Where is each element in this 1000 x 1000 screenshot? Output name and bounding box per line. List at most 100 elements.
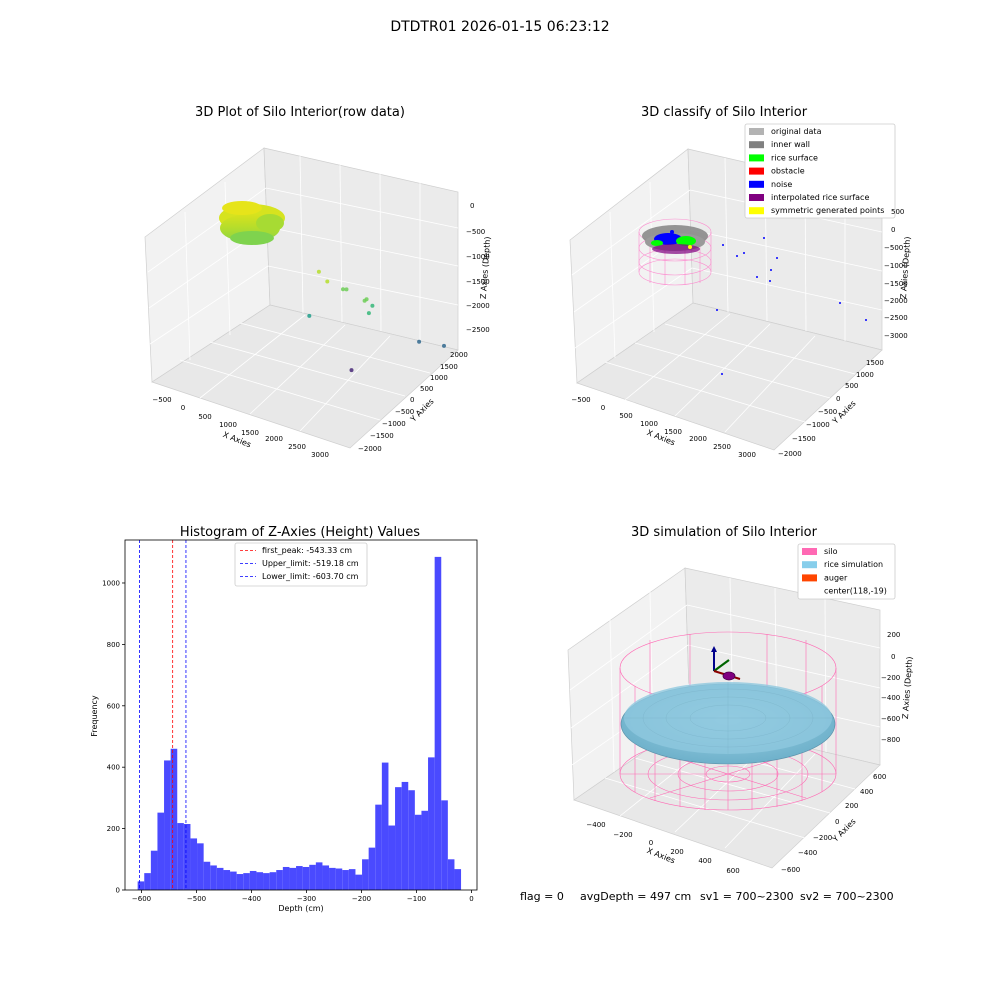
legend-swatch (802, 561, 817, 569)
status-line: flag = 0 avgDepth = 497 cm sv1 = 700~230… (520, 890, 894, 903)
y-axis-label: Frequency (90, 695, 99, 737)
legend-label: center(118,-19) (824, 587, 887, 596)
histogram-bar (421, 810, 429, 890)
y-tick-label: 600 (107, 702, 120, 710)
legend-swatch (802, 548, 817, 555)
rice-simulation-surface (620, 682, 836, 765)
z-tick-labels: 500 0 −500 −1000 −1500 −2000 −2500 −3000 (884, 208, 908, 340)
sv2-text: sv2 = 700~2300 (800, 890, 894, 903)
histogram-bar (157, 812, 165, 890)
histogram-bar (414, 814, 422, 890)
scatter-point (370, 303, 375, 308)
y-tick-label: −1000 (806, 421, 830, 429)
y-tick-label: 500 (845, 382, 858, 390)
x-tick-label: 2000 (265, 435, 283, 443)
y-tick-label: −400 (798, 849, 817, 857)
y-tick-label: 600 (873, 773, 886, 781)
x-tick-label: −400 (242, 895, 261, 903)
y-tick-label: −1000 (382, 420, 406, 428)
legend-label: inner wall (771, 140, 810, 149)
x-tick-label: 3000 (738, 451, 756, 459)
legend-label: original data (771, 127, 822, 136)
x-tick-label: 1000 (219, 421, 237, 429)
histogram-bar (183, 823, 191, 890)
z-tick-label: 500 (891, 208, 904, 216)
z-tick-label: −200 (881, 674, 900, 682)
y-tick-label: 1500 (866, 359, 884, 367)
scatter-point (316, 269, 321, 274)
panel-raw-data-3d: 3D Plot of Silo Interior(row data) (144, 105, 492, 459)
y-tick-label: −2000 (778, 450, 802, 458)
z-tick-label: −3000 (884, 332, 908, 340)
scatter-points (307, 269, 446, 373)
histogram-bar (381, 762, 389, 890)
scatter-point (341, 287, 345, 292)
scatter-point (364, 297, 369, 302)
chart-title: 3D classify of Silo Interior (641, 105, 808, 120)
histogram-bar (302, 866, 310, 890)
z-axis-label: Z Axies (Depth) (479, 236, 492, 299)
x-tick-label: 0 (181, 404, 185, 412)
z-tick-label: −1500 (884, 280, 908, 288)
histogram-bar (177, 823, 184, 890)
z-tick-label: −2000 (466, 302, 490, 310)
histogram-bars (137, 556, 462, 890)
x-tick-label: 2000 (689, 435, 707, 443)
legend-label: rice simulation (824, 560, 883, 569)
legend-swatch (749, 207, 764, 215)
x-tick-label: −100 (407, 895, 426, 903)
x-tick-label: 1000 (640, 420, 658, 428)
x-tick-labels: −500 0 500 1000 1500 2000 2500 3000 (571, 396, 756, 459)
histogram-bar (447, 859, 455, 890)
legend-swatch (749, 194, 764, 201)
histogram-bar (309, 864, 316, 890)
figure-title: DTDTR01 2026-01-15 06:23:12 (390, 19, 609, 35)
legend-label: silo (824, 547, 838, 556)
data-cloud (219, 201, 285, 245)
y-tick-label: −500 (395, 408, 414, 416)
chart-title: 3D Plot of Silo Interior(row data) (195, 105, 405, 120)
z-axis-label: Z Axies (Depth) (899, 236, 912, 299)
histogram-bar (230, 871, 237, 890)
histogram-bar (342, 870, 349, 890)
z-tick-label: −600 (881, 715, 900, 723)
z-tick-label: −500 (466, 228, 485, 236)
histogram-bar (348, 869, 356, 890)
z-axis-label: Z Axies (Depth) (901, 656, 914, 719)
z-tick-label: 0 (891, 653, 895, 661)
histogram-bar (256, 872, 264, 890)
y-tick-labels: 600 400 200 0 −200 −400 −600 (781, 773, 886, 874)
y-tick-label: 200 (845, 802, 858, 810)
x-tick-label: 1500 (241, 429, 259, 437)
histogram-bar (170, 748, 178, 890)
z-tick-label: 0 (470, 202, 474, 210)
scatter-point (344, 287, 349, 292)
z-tick-label: 200 (887, 631, 900, 639)
x-tick-label: 2500 (288, 443, 306, 451)
histogram-bar (249, 870, 257, 890)
histogram-bar (243, 873, 250, 890)
x-tick-label: 500 (198, 413, 211, 421)
histogram-bar (216, 867, 224, 890)
y-tick-label: 0 (116, 887, 120, 895)
histogram-bar (296, 866, 303, 890)
chart-title: Histogram of Z-Axies (Height) Values (180, 525, 420, 540)
flag-text: flag = 0 (520, 890, 564, 903)
histogram-bar (395, 787, 402, 890)
x-tick-label: 0 (469, 895, 473, 903)
x-tick-label: 0 (601, 404, 605, 412)
y-ticks: 0 200 400 600 800 1000 (102, 579, 125, 895)
scatter-point (442, 343, 446, 348)
histogram-bar (289, 867, 297, 890)
x-tick-label: 2500 (713, 443, 731, 451)
histogram-bar (197, 843, 204, 890)
legend-label: auger (824, 573, 848, 582)
y-tick-label: 1000 (856, 371, 874, 379)
noise-points (716, 237, 867, 375)
histogram-bar (388, 825, 396, 890)
legend-swatch (749, 180, 764, 188)
histogram-bar (434, 556, 442, 890)
scatter-point (417, 339, 422, 344)
histogram-bar (150, 850, 158, 890)
histogram-bar (441, 800, 448, 890)
